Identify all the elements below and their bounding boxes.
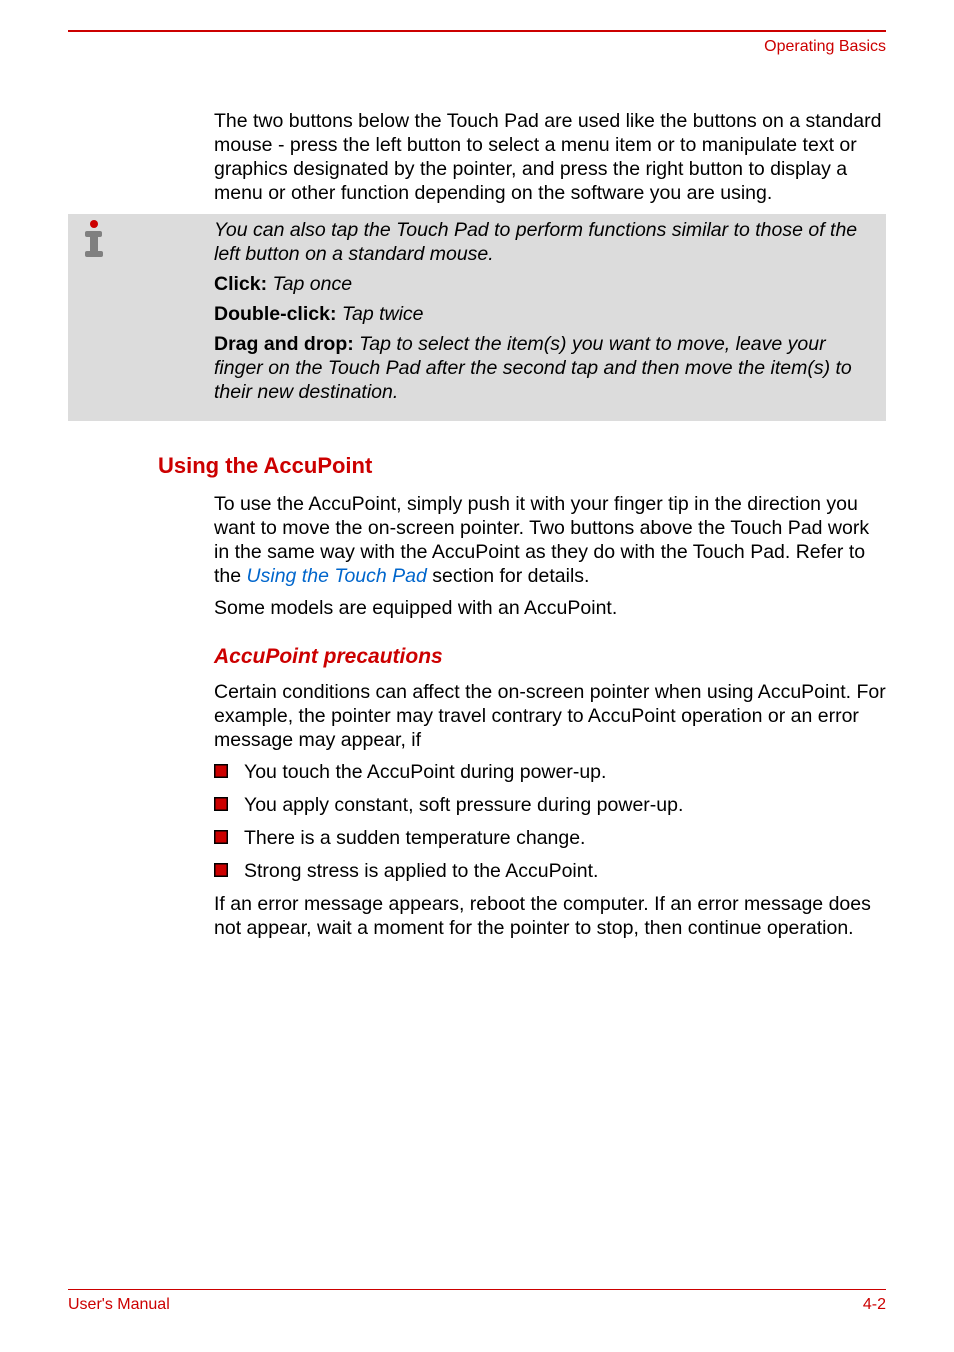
page-footer: User's Manual 4-2 — [68, 1289, 886, 1314]
section1-para2: Some models are equipped with an AccuPoi… — [214, 597, 886, 621]
header-rule — [68, 30, 886, 32]
info-icon — [76, 219, 112, 264]
bullet-text: There is a sudden temperature change. — [244, 827, 585, 851]
footer-right: 4-2 — [863, 1296, 886, 1314]
click-text: Tap once — [273, 273, 353, 295]
note-drag-line: Drag and drop: Tap to select the item(s)… — [214, 333, 876, 405]
header-title: Operating Basics — [68, 38, 886, 56]
bullet-item: There is a sudden temperature change. — [214, 827, 886, 851]
touch-pad-link[interactable]: Using the Touch Pad — [247, 565, 427, 587]
footer-left: User's Manual — [68, 1296, 170, 1314]
bullet-item: You apply constant, soft pressure during… — [214, 794, 886, 818]
bullet-item: You touch the AccuPoint during power-up. — [214, 761, 886, 785]
bullet-square-icon — [214, 863, 228, 877]
bullet-square-icon — [214, 830, 228, 844]
subsection-heading-precautions: AccuPoint precautions — [214, 645, 886, 669]
section2-para2: If an error message appears, reboot the … — [214, 893, 886, 941]
click-label: Click: — [214, 273, 267, 295]
bullet-item: Strong stress is applied to the AccuPoin… — [214, 860, 886, 884]
bullet-text: You apply constant, soft pressure during… — [244, 794, 683, 818]
section1-para1-post: section for details. — [427, 565, 590, 587]
intro-paragraph: The two buttons below the Touch Pad are … — [214, 110, 886, 206]
doubleclick-label: Double-click: — [214, 303, 336, 325]
bullet-text: You touch the AccuPoint during power-up. — [244, 761, 606, 785]
section1-para1: To use the AccuPoint, simply push it wit… — [214, 493, 886, 589]
drag-label: Drag and drop: — [214, 333, 354, 355]
footer-rule — [68, 1289, 886, 1290]
bullet-text: Strong stress is applied to the AccuPoin… — [244, 860, 598, 884]
bullet-square-icon — [214, 764, 228, 778]
note-box: You can also tap the Touch Pad to perfor… — [68, 214, 886, 421]
section-heading-accupoint: Using the AccuPoint — [158, 453, 886, 479]
section2-para1: Certain conditions can affect the on-scr… — [214, 681, 886, 753]
note-doubleclick-line: Double-click: Tap twice — [214, 303, 876, 327]
note-click-line: Click: Tap once — [214, 273, 876, 297]
bullet-square-icon — [214, 797, 228, 811]
bullet-list: You touch the AccuPoint during power-up.… — [214, 761, 886, 884]
note-intro: You can also tap the Touch Pad to perfor… — [214, 219, 876, 267]
doubleclick-text: Tap twice — [342, 303, 424, 325]
